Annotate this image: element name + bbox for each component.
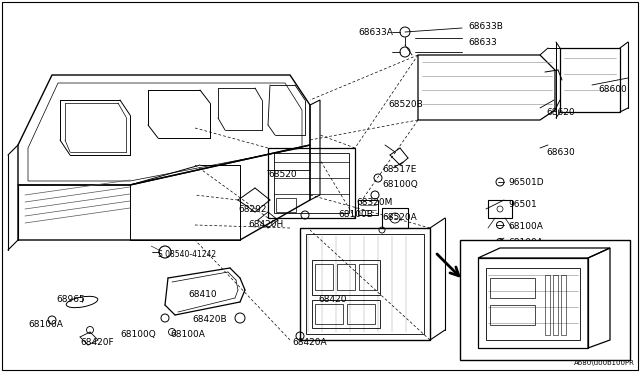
Text: 68410: 68410 (188, 290, 216, 299)
Text: 68320M: 68320M (356, 198, 392, 207)
Text: 68600: 68600 (598, 85, 627, 94)
Bar (460, 240, 630, 360)
Text: 68420: 68420 (530, 335, 559, 344)
Text: 68520B: 68520B (388, 100, 423, 109)
Text: 68100A: 68100A (170, 330, 205, 339)
Text: 68520A: 68520A (382, 213, 417, 222)
Text: 68620: 68620 (546, 108, 575, 117)
Text: 68100A: 68100A (508, 222, 543, 231)
Text: A680\u00b100PR: A680\u00b100PR (574, 360, 635, 366)
Text: 68633: 68633 (468, 38, 497, 47)
Text: 68517E: 68517E (382, 165, 417, 174)
Text: 68100A: 68100A (28, 320, 63, 329)
Text: 68100Q: 68100Q (382, 180, 418, 189)
Text: S 08540-41242: S 08540-41242 (158, 250, 216, 259)
Text: 68420F: 68420F (80, 338, 114, 347)
Text: 68633B: 68633B (468, 22, 503, 31)
Text: 68420H: 68420H (248, 220, 284, 229)
Text: 96501: 96501 (508, 200, 537, 209)
Text: 68965: 68965 (56, 295, 84, 304)
Text: 68100Q: 68100Q (120, 330, 156, 339)
Text: 68420A: 68420A (292, 338, 326, 347)
Text: 96501D: 96501D (508, 178, 543, 187)
Text: 68292: 68292 (238, 205, 266, 214)
Text: 68420B: 68420B (192, 315, 227, 324)
Text: 68100B: 68100B (338, 210, 373, 219)
Text: 68630: 68630 (546, 148, 575, 157)
Text: 68100A: 68100A (508, 238, 543, 247)
Text: C: C (467, 245, 475, 255)
Text: 68633A: 68633A (358, 28, 393, 37)
Text: 68520: 68520 (268, 170, 296, 179)
Text: 68420: 68420 (318, 295, 346, 304)
